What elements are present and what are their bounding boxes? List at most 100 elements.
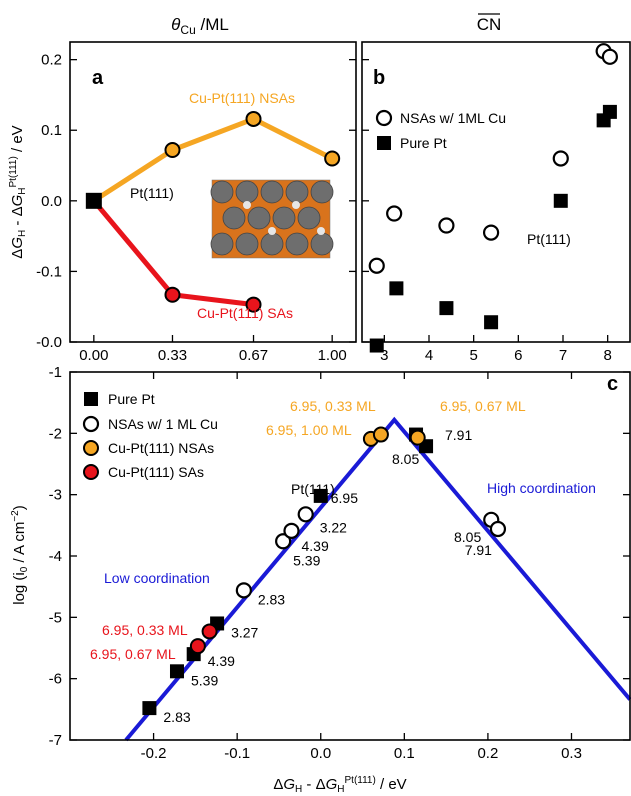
panel-c-point-labels: 2.835.394.393.276.952.835.394.393.228.05… — [90, 398, 526, 725]
panel-b-square-point — [369, 338, 384, 353]
panel-a-point — [164, 142, 181, 158]
panel-c-point-label: 6.95, 1.00 ML — [266, 422, 352, 438]
panel-c-xtick-label: 0.3 — [561, 745, 582, 762]
panel-c-cupt-nsa-point — [372, 426, 389, 443]
inset-h-atom — [292, 201, 300, 209]
panel-c-letter: c — [607, 373, 618, 395]
panel-b-letter: b — [373, 67, 385, 89]
panel-c-ticks: -0.2 -0.1 0.0 0.1 0.2 0.3 -7 -6 -5 -4 -3 -2 -1 — [49, 364, 630, 762]
low-coordination-label: Low coordination — [104, 570, 210, 586]
panel-b-square-point — [439, 301, 454, 316]
panel-c-ytick-label: -4 — [49, 548, 62, 565]
panel-a-ylabel: ΔGH - ΔGHPt(111) / eV — [8, 125, 28, 258]
panel-c-ytick-label: -3 — [49, 487, 62, 504]
panel-c-point-label: 3.27 — [231, 624, 258, 640]
inset-pt-atom — [297, 206, 321, 230]
inset-h-atom — [243, 201, 251, 209]
panel-c-cupt-nsa-point — [409, 429, 426, 446]
panel-c-open-point — [297, 506, 314, 523]
panel-c-point-label: 7.91 — [445, 427, 472, 443]
panel-c-xtick-label: -0.2 — [141, 745, 167, 762]
nsa-series-label: Cu-Pt(111) NSAs — [189, 90, 295, 106]
legend-c-pure-label: Pure Pt — [108, 391, 155, 407]
panel-c-point-label: 4.39 — [301, 538, 328, 554]
legend-b-square-marker — [377, 136, 391, 150]
panel-b-open-point — [552, 150, 569, 167]
panel-c-xtick-label: 0.0 — [310, 745, 331, 762]
inset-pt-atom — [310, 232, 334, 256]
panel-a: θCu /ML 0.00 0.33 0.67 1.00-0.0-0.10.00.10.… — [8, 15, 357, 364]
panel-a-top-label: θCu /ML — [171, 15, 229, 37]
panel-c-point-label: 6.95 — [331, 490, 358, 506]
panel-c-point-label: 3.22 — [320, 519, 347, 535]
inset-pt-atom — [210, 180, 234, 204]
panel-b-xtick-label: 4 — [425, 347, 433, 364]
panel-b: CN 3 4 5 6 7 8 b NSAs w/ 1ML Cu Pure Pt Pt(11… — [361, 13, 631, 364]
panel-c-open-point — [235, 582, 252, 599]
panel-a-frame — [69, 41, 357, 343]
sa-series-label: Cu-Pt(111) SAs — [197, 305, 293, 321]
inset-pt-atom — [285, 232, 309, 256]
inset-pt-atom — [260, 180, 284, 204]
panel-c: -0.2 -0.1 0.0 0.1 0.2 0.3 -7 -6 -5 -4 -3 -2 -1 2.83 5… — [10, 364, 631, 795]
panel-a-origin-point — [85, 192, 102, 209]
panel-c-point-label: 6.95, 0.33 ML — [102, 622, 188, 638]
panel-a-ytick-label: -0.1 — [36, 263, 62, 280]
inset-pt-atom — [260, 232, 284, 256]
panel-c-ylabel: log (i0 / A cm−2) — [10, 505, 30, 605]
panel-c-ytick-label: -6 — [49, 671, 62, 688]
panel-c-xlabel: ΔGH - ΔGHPt(111) / eV — [273, 775, 406, 795]
panel-c-point-label: 7.91 — [465, 542, 492, 558]
panel-c-cupt-sa-point — [189, 638, 206, 655]
panel-b-xtick-label: 7 — [559, 347, 567, 364]
panel-b-open-point — [386, 205, 403, 222]
inset-pt-atom — [235, 180, 259, 204]
panel-a-xtick-label: 0.33 — [158, 347, 187, 364]
inset-pt-atom — [247, 206, 271, 230]
panel-b-xtick-label: 8 — [603, 347, 611, 364]
panel-a-ytick-label: 0.2 — [41, 52, 62, 69]
panel-b-square-point — [553, 193, 568, 208]
panel-c-points — [142, 426, 507, 716]
panel-c-open-point — [283, 522, 300, 539]
inset-pt-atom — [235, 232, 259, 256]
inset-h-atom — [317, 227, 325, 235]
panel-c-point-label: 2.83 — [258, 591, 285, 607]
panel-b-points — [368, 43, 619, 353]
legend-c-cupt-sa-label: Cu-Pt(111) SAs — [108, 464, 204, 480]
panel-b-square-point — [484, 315, 499, 330]
panel-c-square-point — [142, 701, 157, 716]
panel-c-ytick-label: -2 — [49, 425, 62, 442]
panel-a-ytick-label: -0.0 — [36, 334, 62, 351]
panel-c-square-point — [313, 488, 328, 503]
panel-c-ytick-label: -5 — [49, 609, 62, 626]
panel-c-ytick-label: -1 — [49, 364, 62, 381]
panel-a-point — [324, 150, 341, 167]
panel-b-xtick-label: 6 — [514, 347, 522, 364]
panel-c-xtick-label: 0.2 — [477, 745, 498, 762]
panel-a-points — [85, 110, 341, 313]
legend-b-pure-label: Pure Pt — [400, 135, 447, 151]
panel-c-open-point — [489, 520, 507, 538]
legend-c-nsa-label: NSAs w/ 1 ML Cu — [108, 416, 218, 432]
panel-a-point — [245, 296, 262, 313]
panel-c-point-label: 5.39 — [293, 552, 320, 568]
legend-c-nsa-marker — [82, 415, 100, 433]
panel-c-point-label: Pt(111) — [291, 481, 335, 497]
panel-c-point-label: 5.39 — [191, 672, 218, 688]
pt111-label-b: Pt(111) — [527, 231, 571, 247]
inset-pt-atom — [222, 206, 246, 230]
legend-c-cupt-nsa-label: Cu-Pt(111) NSAs — [108, 440, 214, 456]
panel-a-ytick-label: 0.1 — [41, 122, 62, 139]
legend-c-pure-marker — [84, 392, 98, 406]
panel-b-square-point — [602, 104, 617, 119]
legend-b-open-marker — [375, 109, 393, 127]
pt111-label-a: Pt(111) — [130, 185, 174, 201]
inset-pt-atom — [272, 206, 296, 230]
panel-c-point-label: 6.95, 0.67 ML — [90, 646, 176, 662]
panel-b-open-point — [601, 48, 619, 65]
inset-pt-atom — [210, 232, 234, 256]
panel-c-point-label: 4.39 — [208, 653, 235, 669]
inset-pt-atom — [310, 180, 334, 204]
